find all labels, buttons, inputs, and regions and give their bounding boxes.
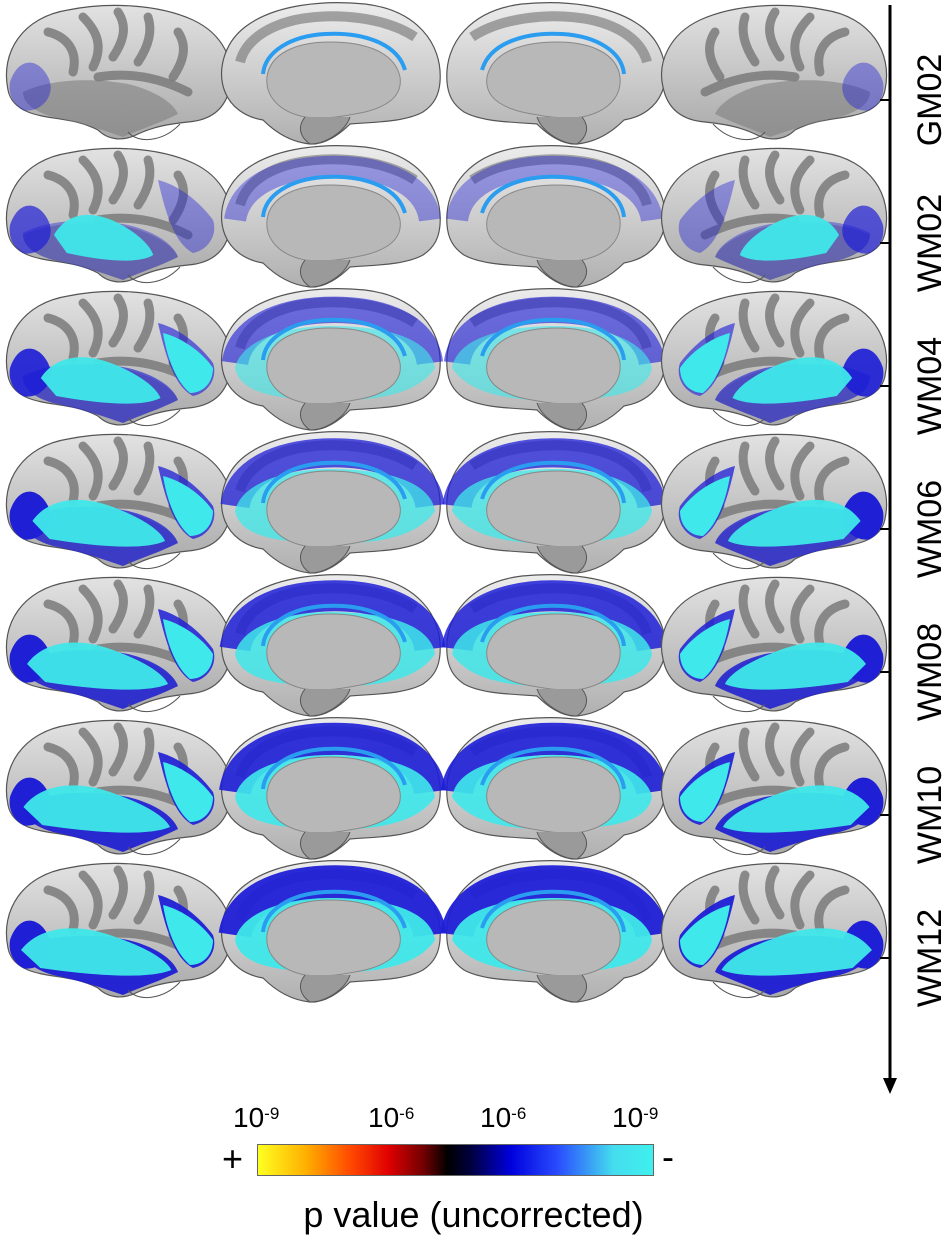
brain-panel-wm08-left-lateral <box>5 576 232 713</box>
brain-panel-wm12-right-medial <box>440 860 669 1003</box>
brain-panel-wm02-left-medial <box>221 145 441 288</box>
plus-sign: + <box>222 1138 244 1179</box>
brain-panel-wm12-left-medial <box>218 860 447 1003</box>
colorbar <box>257 1144 654 1176</box>
brain-panel-gm02-left-lateral <box>5 4 232 141</box>
brain-panel-wm08-right-medial <box>441 574 668 717</box>
brain-panel-wm02-right-medial <box>446 145 666 288</box>
brain-panel-wm06-left-lateral <box>5 433 232 570</box>
brain-panel-wm08-left-medial <box>219 574 446 717</box>
axis-arrow <box>883 1078 897 1094</box>
brain-panel-wm06-left-medial <box>220 431 445 574</box>
brain-panel-wm04-right-lateral <box>661 290 888 427</box>
brain-panel-wm10-right-medial <box>441 717 668 860</box>
brain-panel-wm06-right-lateral <box>661 433 888 570</box>
brain-panel-gm02-right-medial <box>446 2 666 145</box>
brain-panel-wm12-left-lateral <box>5 862 232 999</box>
brain-panel-wm10-left-lateral <box>5 719 232 856</box>
brain-panel-wm04-right-medial <box>443 288 666 431</box>
colorbar-title: p value (uncorrected) <box>303 1194 644 1235</box>
colorbar-tick-2: 10-6 <box>368 1102 415 1133</box>
brain-panel-wm04-left-medial <box>221 288 444 431</box>
brain-panel-wm04-left-lateral <box>5 290 232 427</box>
brain-panel-wm02-right-lateral <box>661 147 888 284</box>
brain-panel-gm02-left-medial <box>221 2 441 145</box>
brain-panel-wm12-right-lateral <box>661 862 888 999</box>
brain-panel-wm10-left-medial <box>219 717 446 860</box>
colorbar-tick-3: 10-6 <box>480 1102 527 1133</box>
brain-panel-wm08-right-lateral <box>661 576 888 713</box>
colorbar-tick-1: 10-9 <box>233 1102 280 1133</box>
brain-panel-gm02-right-lateral <box>661 4 888 141</box>
minus-sign: - <box>662 1136 674 1177</box>
brain-panel-wm02-left-lateral <box>5 147 232 284</box>
colorbar-tick-4: 10-9 <box>612 1102 659 1133</box>
brain-panel-wm06-right-medial <box>442 431 667 574</box>
brain-panel-wm10-right-lateral <box>661 719 888 856</box>
